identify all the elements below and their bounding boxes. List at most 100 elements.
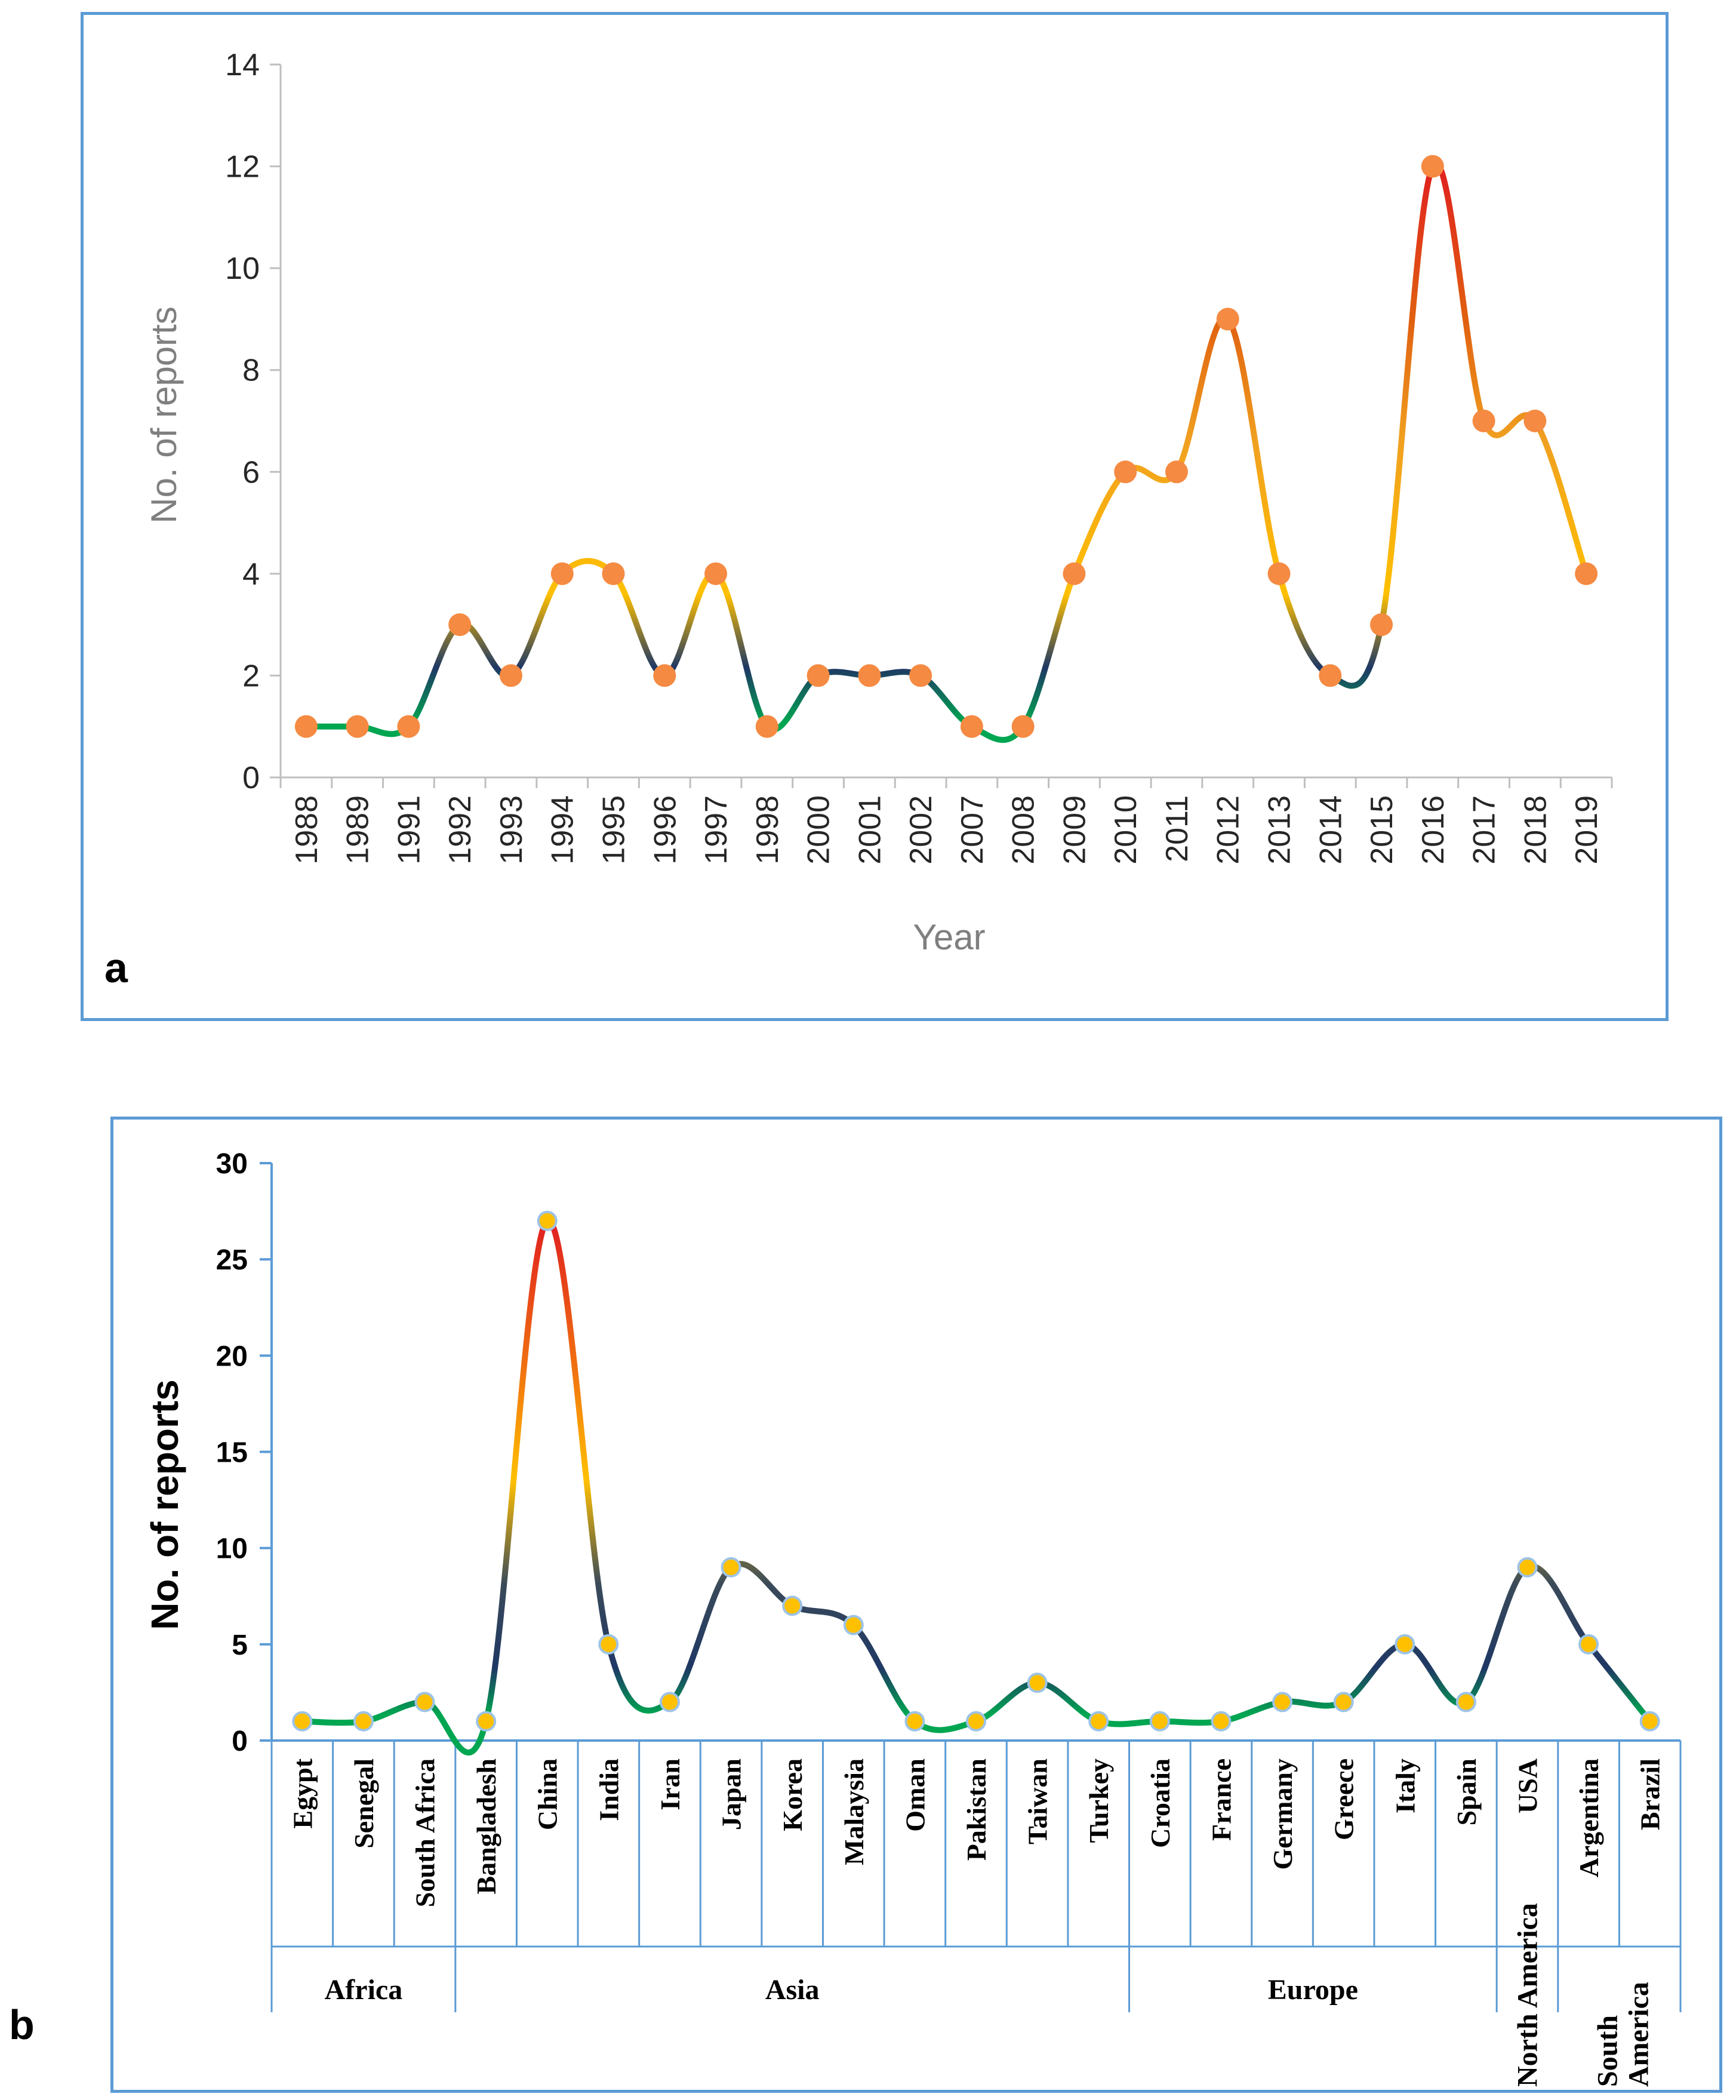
panel-a-x-tick-label: 2009: [1057, 795, 1092, 865]
panel-a-x-tick-label: 1997: [699, 795, 734, 865]
panel-b-data-point: [904, 1711, 925, 1732]
panel-b-x-tick-label: Italy: [1390, 1758, 1420, 1813]
panel-a-data-point: [1165, 460, 1188, 484]
panel-a-data-point: [1575, 562, 1598, 585]
panel-b-frame: [110, 1117, 1722, 2093]
panel-b-group-label: Asia: [765, 1974, 820, 2006]
panel-a-y-tick-label: 8: [242, 353, 260, 388]
panel-a-data-point: [1421, 155, 1444, 178]
panel-b-group-label: Europe: [1268, 1974, 1358, 2006]
panel-b-x-tick-label: Croatia: [1145, 1758, 1175, 1848]
panel-a-x-tick-label: 1988: [290, 795, 324, 865]
panel-a-data-point: [1267, 562, 1291, 585]
panel-b-data-point: [292, 1711, 313, 1732]
panel-a-x-tick-label: 2014: [1313, 795, 1348, 865]
panel-a-line: [303, 160, 1590, 743]
panel-b-data-point: [1272, 1692, 1293, 1712]
panel-b-x-tick-label: Japan: [716, 1758, 747, 1830]
panel-b-x-tick-label: Korea: [777, 1758, 808, 1831]
panel-a-x-ticks: 1988 1989 1991 1992 1993 1994 1995 1996 1997 1998…: [290, 795, 1604, 865]
panel-b-data-point: [1455, 1692, 1476, 1712]
panel-b-data-point: [966, 1711, 986, 1732]
panel-b-y-axis-label: No. of reports: [143, 1379, 186, 1630]
panel-b-data-point: [843, 1615, 864, 1635]
panel-a-y-tick-label: 2: [242, 659, 260, 693]
panel-a-points: [294, 155, 1598, 738]
panel-b-data-point: [1211, 1711, 1232, 1732]
panel-b-x-tick-label: South Africa: [410, 1758, 441, 1907]
panel-b-group-label: Africa: [325, 1974, 403, 2006]
panel-b-x-tick-label: Argentina: [1574, 1758, 1604, 1877]
panel-b-data-point: [414, 1692, 435, 1712]
panel-a-x-tick-label: 1994: [546, 795, 580, 865]
panel-b-y-ticks: 0 5 10 15 20 25 30: [216, 1148, 248, 1757]
panel-b-x-tick-label: Spain: [1451, 1758, 1482, 1826]
panel-a-data-point: [1216, 308, 1239, 331]
panel-b-x-tick-label: Germany: [1267, 1758, 1298, 1870]
panel-b-x-tick-label: Turkey: [1084, 1758, 1114, 1843]
panel-b-x-ticks: Egypt Senegal South Africa Bangladesh China I…: [287, 1758, 1665, 1907]
panel-b-x-tick-label: Brazil: [1635, 1758, 1666, 1830]
panel-b-y-tick-label: 5: [232, 1629, 248, 1661]
panel-b-x-tick-label: Pakistan: [961, 1758, 992, 1861]
panel-a-x-tick-label: 2018: [1518, 795, 1553, 865]
panel-b-y-tick-label: 30: [216, 1148, 248, 1180]
panel-b-data-point: [1027, 1672, 1048, 1693]
panel-b-data-point: [1333, 1692, 1354, 1712]
panel-b-data-point: [1517, 1557, 1538, 1578]
panel-a-data-point: [653, 664, 676, 687]
panel-a-x-tick-label: 2012: [1211, 795, 1246, 865]
panel-a-data-point: [858, 664, 881, 687]
panel-a-data-point: [704, 562, 728, 585]
panel-b-x-tick-label: USA: [1512, 1758, 1543, 1813]
panel-a-frame: [81, 12, 1669, 1021]
panel-b-axes: [260, 1162, 1682, 2012]
panel-b-data-point: [598, 1634, 619, 1655]
panel-a-y-tick-label: 10: [225, 251, 260, 286]
panel-b-x-tick-label: India: [593, 1758, 624, 1821]
panel-a-x-tick-label: 2013: [1263, 795, 1297, 865]
panel-b-series-line: [299, 1217, 1653, 1755]
panel-a-x-tick-label: 1998: [750, 795, 785, 865]
panel-b-points: [292, 1210, 1660, 1732]
panel-a-data-point: [1319, 664, 1342, 687]
panel-a-data-point: [1370, 613, 1393, 637]
panel-b-x-tick-label: Iran: [655, 1758, 685, 1810]
panel-a-x-tick-label: 2007: [955, 795, 990, 865]
panel-a-x-tick-label: 1996: [648, 795, 682, 865]
panel-a-y-tick-label: 6: [242, 455, 260, 490]
panel-b-data-point: [1639, 1711, 1660, 1732]
panel-b-y-tick-label: 25: [216, 1244, 248, 1276]
panel-b-data-point: [1149, 1711, 1170, 1732]
panel-a-x-tick-label: 2008: [1006, 795, 1041, 865]
panel-a-data-point: [1523, 410, 1547, 432]
panel-b-y-tick-label: 0: [232, 1726, 248, 1757]
panel-a-data-point: [909, 664, 932, 687]
panel-a-x-tick-label: 2000: [802, 795, 836, 865]
panel-b-x-tick-label: Taiwan: [1023, 1758, 1053, 1844]
panel-a-x-tick-label: 2002: [904, 795, 938, 865]
panel-a-x-tick-label: 2015: [1365, 795, 1399, 865]
panel-a-data-point: [1011, 715, 1035, 738]
panel-a-x-tick-label: 1995: [597, 795, 632, 865]
panel-a-x-tick-label: 2011: [1160, 795, 1195, 862]
panel-b-x-tick-label: Oman: [900, 1758, 930, 1832]
panel-a-x-tick-label: 2010: [1109, 795, 1143, 865]
panel-a-x-tick-label: 1989: [341, 795, 375, 865]
panel-b-x-tick-label: France: [1206, 1758, 1236, 1841]
panel-a-y-tick-label: 0: [242, 761, 260, 795]
panel-b-line: [299, 1217, 1653, 1755]
panel-a-x-tick-label: 2001: [852, 795, 887, 865]
panel-b-data-point: [476, 1711, 497, 1732]
panel-b-groups: Africa Asia Europe North America SouthAmeric…: [325, 1903, 1655, 2087]
panel-a-x-tick-label: 1993: [494, 795, 529, 865]
panel-b-data-point: [1088, 1711, 1109, 1732]
panel-b-y-tick-label: 20: [216, 1340, 248, 1372]
panel-a-series-line: [303, 160, 1590, 743]
panel-b-data-point: [659, 1692, 680, 1712]
panel-a-x-tick-label: 2016: [1416, 795, 1451, 865]
panel-b-letter: b: [9, 2001, 35, 2048]
panel-a-y-tick-label: 4: [242, 557, 260, 592]
panel-b-group-label: North America: [1512, 1903, 1543, 2087]
